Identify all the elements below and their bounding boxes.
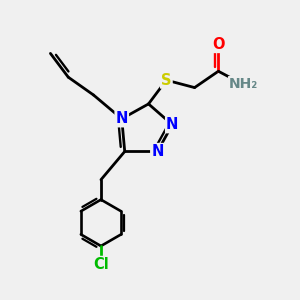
Text: S: S <box>161 73 172 88</box>
Text: O: O <box>212 37 225 52</box>
Text: Cl: Cl <box>93 257 109 272</box>
Text: N: N <box>166 117 178 132</box>
Text: N: N <box>116 111 128 126</box>
Text: NH₂: NH₂ <box>229 77 258 91</box>
Text: N: N <box>151 144 164 159</box>
